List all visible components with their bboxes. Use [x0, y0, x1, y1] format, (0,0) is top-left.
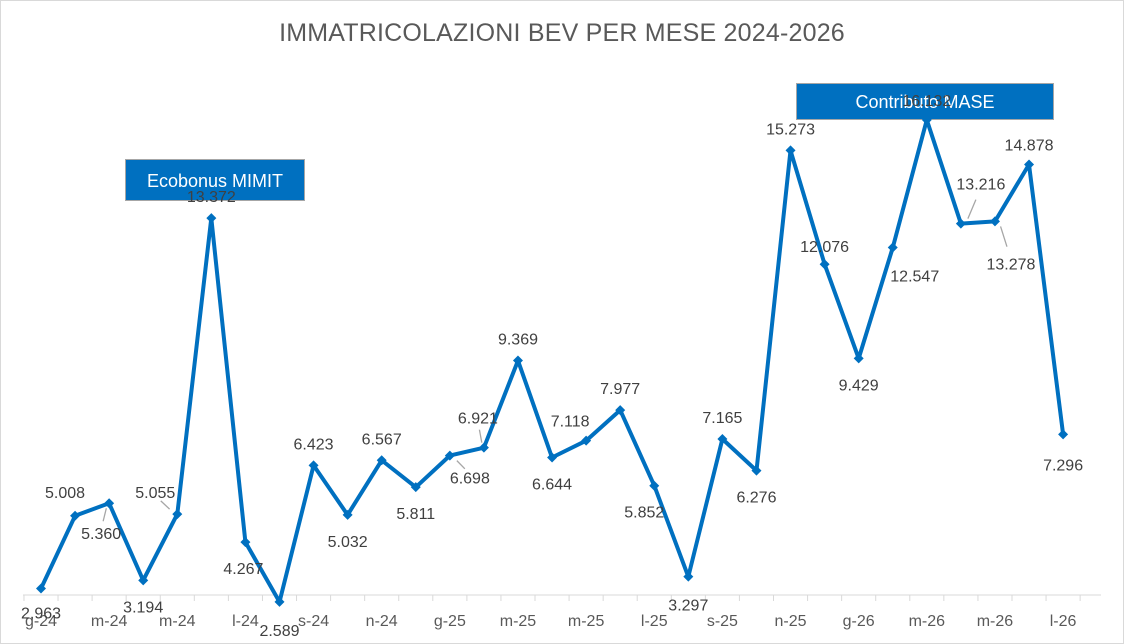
- data-label: 12.076: [800, 239, 849, 256]
- x-tick-label: s-24: [298, 613, 329, 630]
- data-label: 2.589: [259, 623, 299, 640]
- data-point: [989, 216, 1000, 227]
- data-point: [853, 353, 864, 364]
- data-point: [615, 405, 626, 416]
- data-label: 13.278: [986, 256, 1035, 273]
- data-label: 13.216: [956, 177, 1005, 194]
- data-label: 16.132: [902, 93, 951, 110]
- data-label: 13.372: [187, 189, 236, 206]
- data-label-leader: [456, 460, 466, 470]
- data-label-leader: [102, 508, 107, 522]
- x-tick-label: g-26: [843, 613, 875, 630]
- data-point: [512, 355, 523, 366]
- data-point: [172, 509, 183, 520]
- data-label: 6.644: [532, 477, 572, 494]
- data-label-leader: [160, 500, 171, 510]
- data-point: [410, 482, 421, 493]
- data-label: 12.547: [890, 268, 939, 285]
- data-point: [138, 575, 149, 586]
- data-label: 7.296: [1043, 457, 1083, 474]
- data-point: [342, 509, 353, 520]
- x-tick-label: l-25: [641, 613, 668, 630]
- data-point: [717, 433, 728, 444]
- x-tick-label: m-24: [91, 613, 128, 630]
- data-point: [240, 537, 251, 548]
- chart-title: IMMATRICOLAZIONI BEV PER MESE 2024-2026: [279, 19, 845, 47]
- data-point: [1058, 429, 1069, 440]
- data-label: 3.194: [123, 599, 163, 616]
- data-point: [819, 259, 830, 270]
- x-tick-label: m-25: [568, 613, 605, 630]
- data-point: [683, 571, 694, 582]
- data-label: 6.698: [450, 471, 490, 488]
- data-label: 7.165: [702, 410, 742, 427]
- data-point: [444, 450, 455, 461]
- data-label: 14.878: [1005, 137, 1054, 154]
- data-point: [206, 213, 217, 224]
- data-label: 6.423: [294, 436, 334, 453]
- data-point: [1024, 159, 1035, 170]
- data-point: [547, 452, 558, 463]
- data-label: 5.811: [396, 506, 435, 523]
- data-point: [274, 596, 285, 607]
- x-tick-label: m-24: [159, 613, 196, 630]
- data-label: 5.008: [45, 485, 85, 502]
- data-label: 15.273: [766, 121, 815, 138]
- data-label: 5.055: [135, 485, 175, 502]
- data-point: [921, 114, 932, 125]
- x-tick-label: n-25: [775, 613, 807, 630]
- data-label-leader: [967, 199, 977, 219]
- x-tick-label: s-25: [707, 613, 738, 630]
- data-label-leader: [478, 429, 483, 443]
- data-point: [308, 460, 319, 471]
- data-point: [751, 465, 762, 476]
- data-point: [70, 510, 81, 521]
- annotation-ecobonus: Ecobonus MIMIT: [125, 159, 305, 201]
- data-label: 3.297: [668, 598, 708, 615]
- x-tick-label: g-24: [25, 613, 57, 630]
- data-label-leader: [999, 226, 1008, 247]
- data-label: 6.567: [362, 431, 402, 448]
- data-label: 7.118: [551, 414, 590, 431]
- x-tick-label: g-25: [434, 613, 466, 630]
- data-label: 6.921: [458, 411, 498, 428]
- data-label: 9.429: [839, 377, 879, 394]
- data-point: [649, 480, 660, 491]
- x-tick-label: n-24: [366, 613, 398, 630]
- data-point: [785, 145, 796, 156]
- data-point: [581, 435, 592, 446]
- data-point: [478, 442, 489, 453]
- data-point: [955, 218, 966, 229]
- x-tick-label: l-26: [1050, 613, 1077, 630]
- data-label: 5.852: [624, 505, 664, 522]
- data-point: [36, 583, 46, 594]
- data-label: 4.267: [223, 561, 263, 578]
- data-label: 5.032: [328, 534, 368, 551]
- x-tick-label: m-26: [977, 613, 1014, 630]
- data-label: 6.276: [736, 490, 776, 507]
- x-tick-label: m-26: [909, 613, 946, 630]
- x-tick-label: m-25: [500, 613, 537, 630]
- data-label: 9.369: [498, 332, 538, 349]
- data-label: 7.977: [600, 381, 640, 398]
- data-label: 2.963: [21, 606, 61, 623]
- x-tick-label: l-24: [232, 613, 259, 630]
- data-point: [104, 498, 115, 509]
- data-point: [887, 242, 898, 253]
- data-label: 5.360: [81, 526, 121, 543]
- data-point: [376, 455, 387, 466]
